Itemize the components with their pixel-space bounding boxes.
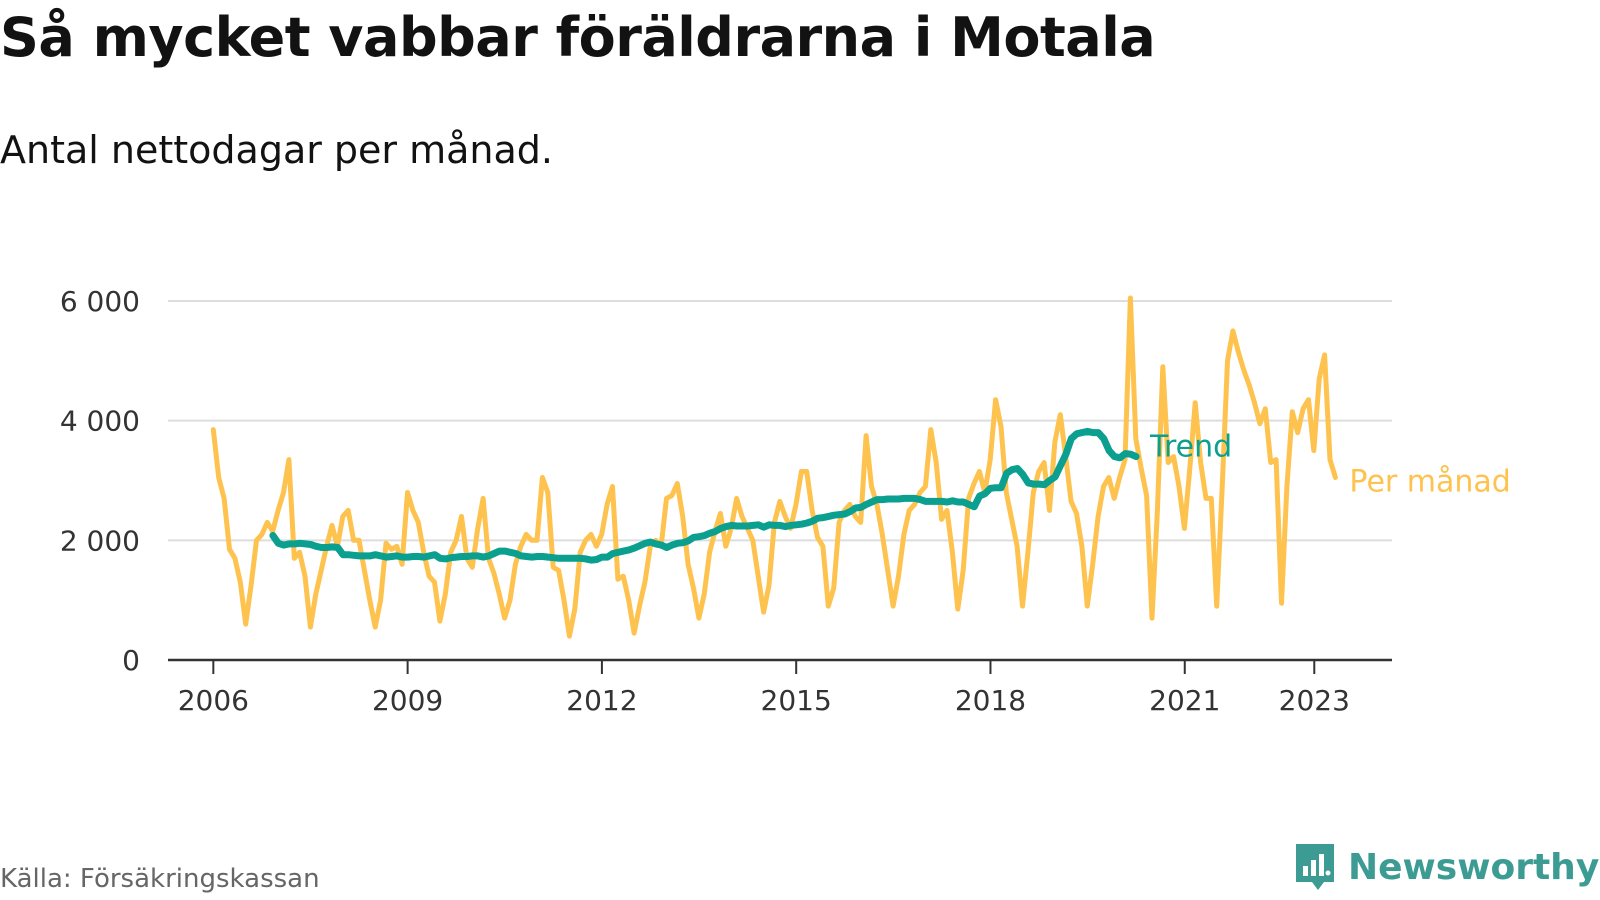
series-label-per-month: Per månad [1349,465,1510,500]
line-chart: 0 2 000 4 000 6 000 2006 2009 2012 2015 2018 2021… [60,285,1511,717]
source-note: Källa: Försäkringskassan [0,864,320,894]
y-tick-label: 0 [122,644,140,677]
x-tick-label: 2006 [178,684,249,717]
brand-logo: Newsworthy [1292,842,1599,892]
x-tick-label: 2009 [372,684,443,717]
x-tick-label: 2012 [566,684,637,717]
x-tick-label: 2015 [761,684,832,717]
chart-subtitle: Antal nettodagar per månad. [0,128,554,172]
x-tick-label: 2021 [1149,684,1220,717]
x-tick-label: 2018 [955,684,1026,717]
y-tick-label: 4 000 [60,405,140,438]
series-label-trend: Trend [1149,430,1232,465]
newsworthy-logo-icon [1296,844,1334,890]
series-line-trend [269,427,1140,564]
brand-name: Newsworthy [1348,846,1600,888]
chart-title: Så mycket vabbar föräldrarna i Motala [0,6,1156,69]
x-tick-label: 2023 [1279,684,1350,717]
y-tick-label: 2 000 [60,524,140,557]
series-line-per-month [210,295,1338,639]
y-tick-label: 6 000 [60,285,140,318]
